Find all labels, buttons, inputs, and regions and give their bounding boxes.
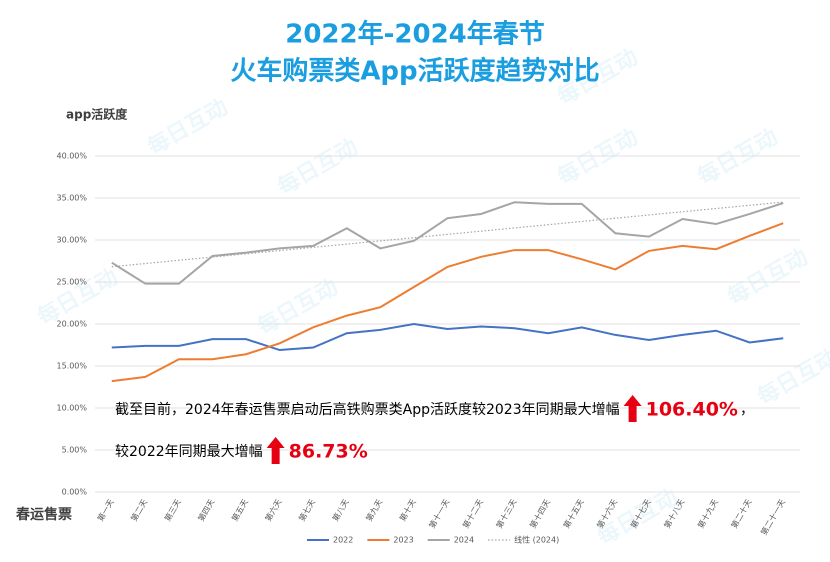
- chart-title: 火车购票类App活跃度趋势对比: [230, 56, 599, 87]
- x-tick-label: 第十九天: [695, 497, 720, 530]
- watermark: 每日互动: [693, 124, 782, 191]
- chart-title: 2022年-2024年春节: [285, 19, 545, 50]
- y-tick-label: 25.00%: [56, 278, 87, 287]
- y-tick-label: 5.00%: [62, 446, 88, 455]
- x-caption: 春运售票: [15, 506, 72, 523]
- series-line: [111, 222, 784, 383]
- up-arrow: [266, 437, 285, 464]
- series-line: [111, 322, 784, 352]
- x-tick-label: 第一天: [95, 497, 116, 523]
- x-tick-label: 第十三天: [494, 497, 519, 530]
- legend-label: 2023: [393, 536, 413, 545]
- y-tick-label: 40.00%: [56, 152, 87, 161]
- x-tick-label: 第五天: [229, 497, 250, 523]
- up-arrow: [623, 395, 642, 422]
- legend-label: 2022: [333, 536, 353, 545]
- x-tick-label: 第八天: [330, 497, 351, 523]
- y-tick-label: 30.00%: [56, 236, 87, 245]
- watermark: 每日互动: [143, 94, 232, 161]
- legend-label: 2024: [454, 536, 474, 545]
- watermark: 每日互动: [753, 344, 830, 411]
- series-line: [111, 201, 784, 285]
- y-tick-label: 10.00%: [56, 404, 87, 413]
- watermark: 每日互动: [253, 274, 342, 341]
- x-tick-label: 第二十天: [729, 497, 754, 530]
- x-tick-label: 第二十一天: [758, 497, 787, 537]
- watermark: 每日互动: [273, 134, 362, 201]
- watermark: 每日互动: [553, 124, 642, 191]
- x-tick-label: 第十二天: [460, 497, 485, 530]
- x-tick-label: 第十五天: [561, 497, 586, 530]
- annotation-highlight: 106.40%: [646, 399, 738, 421]
- y-tick-label: 15.00%: [56, 362, 87, 371]
- y-axis-label: app活跃度: [66, 107, 128, 122]
- x-tick-label: 第六天: [263, 497, 284, 523]
- legend-label: 线性 (2024): [514, 535, 559, 545]
- x-tick-label: 第七天: [296, 497, 317, 523]
- x-tick-label: 第十四天: [527, 497, 552, 530]
- x-tick-label: 第十一天: [427, 497, 452, 530]
- annotation-text: 较2022年同期最大增幅: [115, 444, 263, 460]
- x-tick-label: 第九天: [364, 497, 385, 523]
- x-tick-label: 第四天: [196, 497, 217, 523]
- watermark: 每日互动: [723, 244, 812, 311]
- x-tick-label: 第三天: [162, 497, 183, 523]
- y-tick-label: 35.00%: [56, 194, 87, 203]
- x-tick-label: 第二天: [129, 497, 150, 523]
- y-tick-label: 20.00%: [56, 320, 87, 329]
- annotation-highlight: 86.73%: [289, 441, 368, 463]
- trendline: [111, 201, 784, 268]
- annotation-text: ，: [740, 402, 754, 418]
- x-tick-label: 第十天: [397, 497, 418, 523]
- annotation-text: 截至目前，2024年春运售票启动后高铁购票类App活跃度较2023年同期最大增幅: [115, 401, 620, 418]
- y-tick-label: 0.00%: [62, 488, 88, 497]
